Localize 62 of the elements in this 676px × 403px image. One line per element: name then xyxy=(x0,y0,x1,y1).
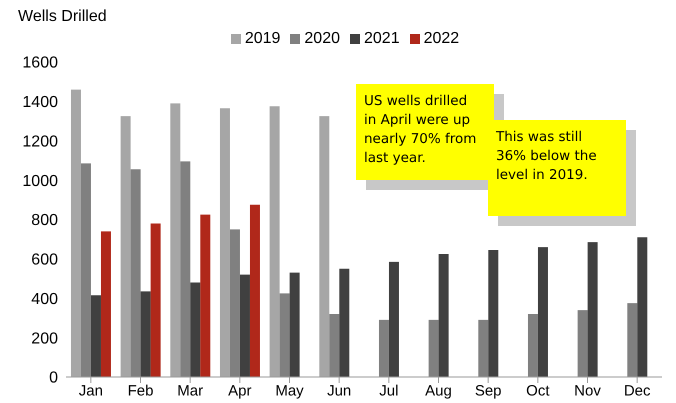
bar xyxy=(230,229,240,377)
bar xyxy=(588,242,598,377)
bar xyxy=(70,90,81,377)
x-tick-label: Dec xyxy=(624,382,651,400)
y-tick-label: 1400 xyxy=(22,94,58,112)
bar xyxy=(538,247,548,377)
bar xyxy=(578,310,588,377)
y-tick-label: 400 xyxy=(31,290,58,308)
bar xyxy=(528,314,538,377)
bar xyxy=(637,237,648,377)
legend-label: 2019 xyxy=(244,30,280,47)
y-tick-label: 1200 xyxy=(22,133,58,150)
bar xyxy=(140,291,151,377)
bar xyxy=(250,204,260,377)
bar xyxy=(428,320,439,377)
annotation: This was still 36% below the level in 2019. xyxy=(488,120,626,216)
x-tick-label: Mar xyxy=(177,382,204,400)
x-tick-label: Aug xyxy=(425,382,452,400)
y-tick-label: 0 xyxy=(49,370,58,387)
y-tick-label: 200 xyxy=(31,330,58,348)
bar xyxy=(329,314,340,377)
bar xyxy=(240,274,250,377)
bar xyxy=(120,116,131,377)
bar xyxy=(438,254,449,377)
x-tick-label: Apr xyxy=(228,382,252,400)
bar xyxy=(270,106,280,377)
y-tick-label: 1000 xyxy=(22,172,58,190)
bar xyxy=(388,262,399,377)
bar xyxy=(220,108,230,377)
y-tick-label: 1600 xyxy=(22,54,58,72)
x-tick-label: May xyxy=(275,382,304,400)
x-tick-label: Feb xyxy=(128,382,154,400)
legend-label: 2022 xyxy=(424,30,460,47)
bar xyxy=(190,282,200,377)
y-axis-title: Wells Drilled xyxy=(18,8,107,26)
bar xyxy=(100,231,111,377)
x-tick-label: Nov xyxy=(574,382,602,400)
bar xyxy=(90,295,101,377)
legend-label: 2021 xyxy=(364,30,400,47)
x-tick-label: Jun xyxy=(327,382,352,400)
bar xyxy=(280,293,290,377)
bar xyxy=(290,272,300,377)
y-tick-label: 800 xyxy=(31,212,58,230)
y-tick-label: 600 xyxy=(31,252,58,269)
x-tick-label: Jul xyxy=(379,382,398,400)
bar xyxy=(378,320,389,377)
bar xyxy=(170,103,180,377)
bar xyxy=(130,169,141,377)
x-tick-label: Jan xyxy=(78,382,103,400)
bar xyxy=(339,268,350,377)
bar xyxy=(488,250,498,377)
legend-label: 2020 xyxy=(304,30,340,47)
bar xyxy=(180,161,190,377)
bar xyxy=(627,303,638,377)
x-tick-label: Oct xyxy=(526,382,550,400)
bar xyxy=(80,163,91,377)
x-tick-label: Sep xyxy=(474,382,502,400)
annotation: US wells drilled in April were up nearly 70% from last year. xyxy=(356,84,494,180)
bar xyxy=(200,214,210,377)
bar xyxy=(319,116,330,377)
bar xyxy=(478,320,488,377)
bar xyxy=(150,223,161,377)
